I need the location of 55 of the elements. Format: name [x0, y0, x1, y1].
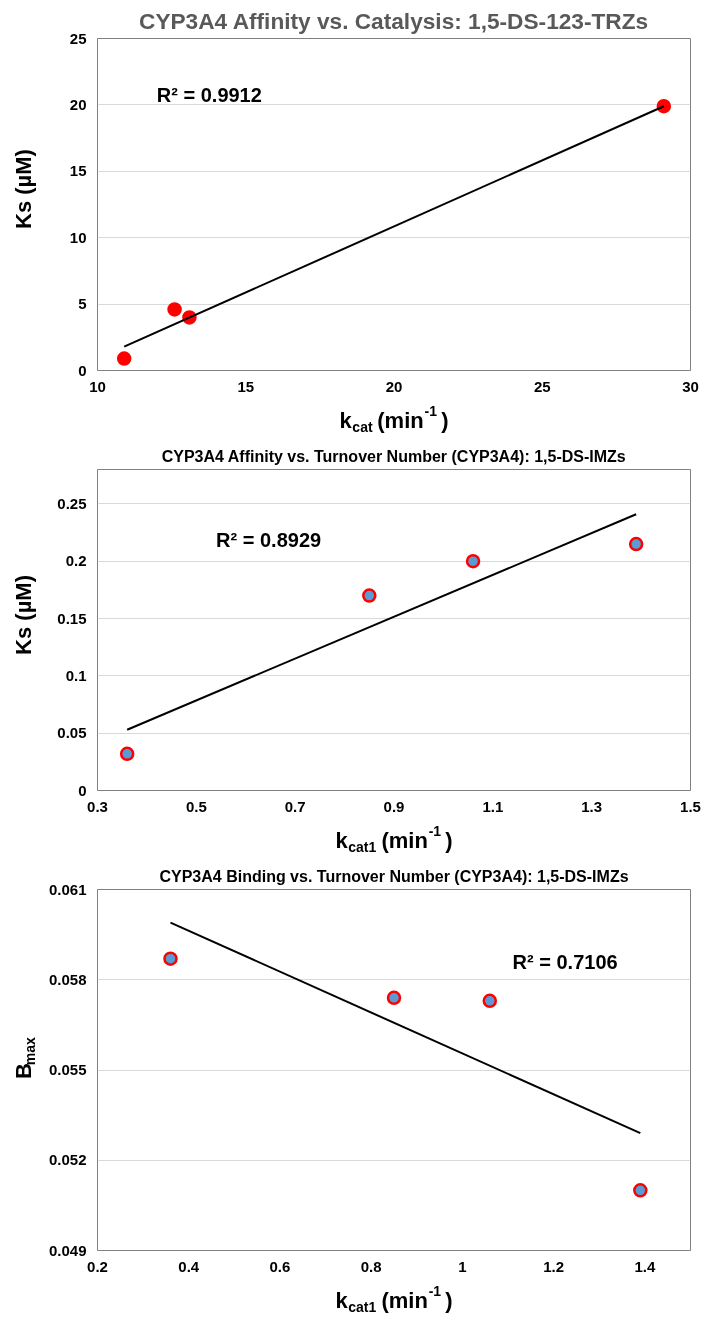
y-tick-label: 0: [78, 361, 87, 379]
x-tick-label: 0.4: [178, 1257, 200, 1275]
chart-title: CYP3A4 Binding vs. Turnover Number (CYP3A4): 1,5-DS-IMZs: [159, 867, 629, 885]
x-tick-label: 15: [237, 377, 255, 395]
y-tick-label: 0.049: [48, 1241, 87, 1259]
point: [633, 1183, 648, 1198]
annotation: R² = 0.9912: [156, 83, 262, 106]
x-tick-label: 0.6: [269, 1257, 291, 1275]
y-tick-label: 0.061: [48, 880, 87, 898]
y-tick-label: 0: [78, 781, 87, 799]
x-tick-label: 0.5: [185, 797, 207, 815]
y-tick-label: 0.05: [57, 724, 87, 742]
chart-title: CYP3A4 Affinity vs. Catalysis: 1,5-DS-123-TRZs: [139, 7, 649, 34]
x-tick-label: 1.5: [680, 797, 701, 815]
x-tick-label: 20: [385, 377, 403, 395]
y-axis-title: Ks (µM): [11, 149, 37, 229]
x-tick-label: 25: [533, 377, 551, 395]
y-tick-label: 15: [69, 162, 87, 180]
x-tick-label: 10: [89, 377, 106, 395]
y-tick-label: 0.1: [65, 666, 87, 684]
point: [163, 951, 178, 966]
y-tick-label: 0.2: [65, 552, 87, 570]
x-tick-label: 1.2: [543, 1257, 565, 1275]
point: [465, 553, 481, 569]
y-tick-label: 0.25: [57, 494, 87, 512]
x-tick-label: 1.3: [581, 797, 603, 815]
point: [628, 536, 644, 552]
y-tick-label: 0.052: [48, 1151, 87, 1169]
chart-title: CYP3A4 Affinity vs. Turnover Number (CYP3A4): 1,5-DS-IMZs: [161, 447, 626, 465]
point: [119, 746, 135, 762]
y-tick-label: 5: [78, 295, 87, 313]
x-tick-label: 1: [458, 1257, 467, 1275]
point: [167, 302, 182, 317]
y-tick-label: 0.058: [48, 970, 87, 988]
y-axis-title: Ks (µM): [11, 575, 37, 655]
y-tick-label: 20: [69, 95, 87, 113]
x-tick-label: 0.8: [360, 1257, 382, 1275]
x-tick-label: 1.4: [634, 1257, 656, 1275]
y-axis-title: Bmax: [11, 1037, 39, 1079]
y-tick-label: 0.055: [48, 1061, 87, 1078]
x-tick-label: 30: [682, 377, 699, 395]
y-tick-label: 25: [69, 29, 87, 47]
point: [116, 351, 132, 366]
x-tick-label: 0.3: [87, 797, 108, 815]
point: [362, 588, 377, 603]
y-tick-label: 10: [69, 228, 87, 246]
point: [482, 993, 498, 1009]
annotation: R² = 0.7106: [512, 950, 618, 973]
annotation: R² = 0.8929: [216, 529, 322, 552]
x-tick-label: 0.7: [284, 797, 306, 815]
x-tick-label: 0.9: [383, 797, 405, 815]
point: [656, 98, 672, 114]
x-tick-label: 1.1: [482, 797, 504, 815]
point: [386, 990, 402, 1006]
y-tick-label: 0.15: [57, 609, 87, 627]
